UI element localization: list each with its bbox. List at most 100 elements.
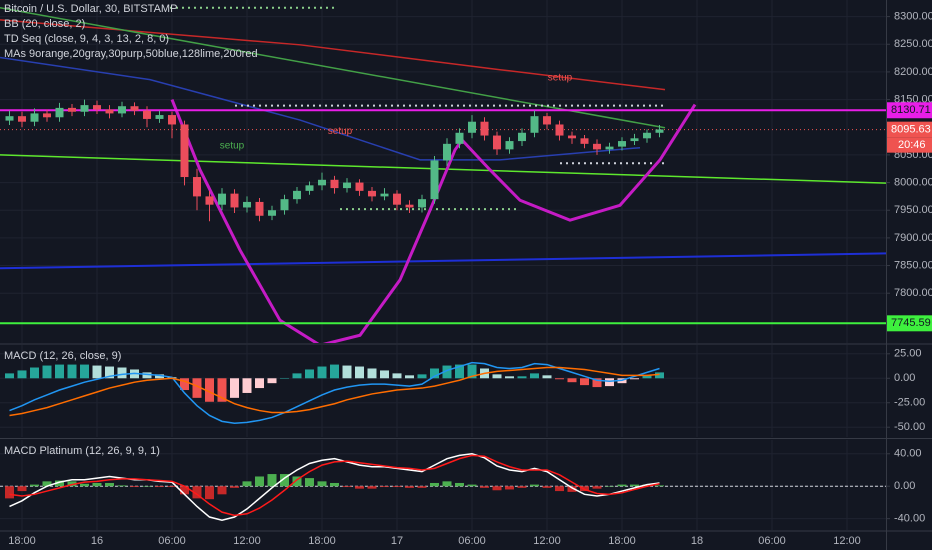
histogram-bar <box>505 486 514 490</box>
y-tick-label: 7900.00 <box>894 232 932 244</box>
candle-body <box>393 193 401 205</box>
candle-body <box>5 116 14 121</box>
candle-body <box>505 141 514 150</box>
histogram-bar <box>392 486 402 488</box>
candle-body <box>418 199 426 208</box>
histogram-bar <box>92 482 102 487</box>
histogram-bar <box>292 476 302 487</box>
y-tick-label: -25.00 <box>894 397 925 409</box>
histogram-bar <box>130 486 139 488</box>
histogram-bar <box>267 474 277 487</box>
candle-body <box>105 109 114 114</box>
x-tick-label: 06:00 <box>158 535 186 547</box>
histogram-bar <box>167 486 177 488</box>
indicator-title: MACD (12, 26, close, 9) <box>4 350 121 362</box>
histogram-bar <box>430 482 439 487</box>
histogram-bar <box>142 372 152 379</box>
candle-body <box>130 106 139 111</box>
candle-body <box>493 135 501 150</box>
indicator-title: MACD Platinum (12, 26, 9, 9, 1) <box>4 445 160 457</box>
histogram-bar <box>205 378 214 402</box>
overlay-line <box>170 99 697 343</box>
histogram-bar <box>180 486 189 495</box>
x-tick-label: 18:00 <box>8 535 36 547</box>
candle-body <box>593 143 601 150</box>
histogram-bar <box>142 486 152 487</box>
x-tick-label: 18:00 <box>308 535 336 547</box>
candle-body <box>18 116 26 122</box>
histogram-bar <box>30 484 39 487</box>
x-tick-label: 12:00 <box>833 535 861 547</box>
histogram-bar <box>192 378 202 398</box>
histogram-bar <box>355 486 364 489</box>
overlay-line <box>0 7 666 129</box>
x-tick-label: 06:00 <box>758 535 786 547</box>
histogram-bar <box>455 364 464 379</box>
histogram-bar <box>230 486 239 488</box>
histogram-bar <box>642 375 652 379</box>
y-tick-label: 40.00 <box>894 448 922 460</box>
histogram-bar <box>492 374 502 379</box>
histogram-bar <box>305 478 314 487</box>
histogram-bar <box>55 364 64 379</box>
histogram-bar <box>292 373 302 379</box>
candle-body <box>343 182 351 189</box>
histogram-bar <box>317 366 327 379</box>
histogram-bar <box>542 486 552 488</box>
price-badge-label: 8095.63 <box>891 124 931 136</box>
candle-body <box>155 115 164 119</box>
histogram-bar <box>655 372 664 379</box>
histogram-bar <box>467 364 477 379</box>
pane <box>0 440 886 530</box>
histogram-bar <box>42 481 52 487</box>
x-tick-label: 16 <box>91 535 103 547</box>
candle-body <box>655 129 664 133</box>
histogram-bar <box>317 481 327 487</box>
candle-body <box>43 113 51 118</box>
histogram-bar <box>80 483 89 487</box>
candle-body <box>368 190 376 197</box>
y-tick-label: 0.00 <box>894 480 915 492</box>
candle-body <box>30 113 39 122</box>
histogram-bar <box>105 366 114 379</box>
y-tick-label: 25.00 <box>894 348 922 360</box>
indicator-legend: TD Seq (close, 9, 4, 3, 13, 2, 8, 0) <box>4 33 169 45</box>
histogram-bar <box>155 374 164 379</box>
histogram-bar <box>255 476 264 487</box>
y-tick-label: 8000.00 <box>894 176 932 188</box>
histogram-bar <box>505 376 514 379</box>
histogram-bar <box>530 373 539 379</box>
y-tick-label: -50.00 <box>894 421 925 433</box>
histogram-bar <box>655 485 664 487</box>
candle-body <box>205 196 214 205</box>
histogram-bar <box>342 486 352 488</box>
histogram-bar <box>192 486 202 499</box>
candle-body <box>630 138 639 142</box>
histogram-bar <box>342 365 352 379</box>
candle-body <box>643 132 651 139</box>
indicator-legend: MAs 9orange,20gray,30purp,50blue,128lime… <box>4 48 258 60</box>
histogram-bar <box>430 368 439 379</box>
histogram-bar <box>555 486 564 492</box>
histogram-bar <box>42 365 52 379</box>
histogram-bar <box>67 364 77 379</box>
candle-body <box>355 182 364 191</box>
histogram-bar <box>17 486 27 492</box>
candle-body <box>93 105 101 110</box>
candle-body <box>268 210 276 216</box>
candle-body <box>143 110 151 119</box>
histogram-bar <box>642 484 652 487</box>
candle-body <box>530 116 539 133</box>
candle-body <box>68 107 76 112</box>
candle-body <box>518 132 526 142</box>
histogram-bar <box>5 373 14 379</box>
histogram-bar <box>417 486 427 488</box>
overlay-line <box>0 19 666 91</box>
countdown-label: 20:46 <box>898 139 926 151</box>
candle-body <box>118 106 126 114</box>
annotation: setup <box>220 141 245 152</box>
histogram-bar <box>180 378 189 391</box>
histogram-bar <box>255 378 264 389</box>
histogram-bar <box>230 378 239 398</box>
